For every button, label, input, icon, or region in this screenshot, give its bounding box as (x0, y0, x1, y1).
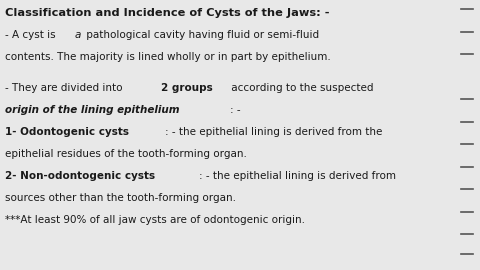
Text: pathological cavity having fluid or semi-fluid: pathological cavity having fluid or semi… (83, 30, 319, 40)
Text: ***At least 90% of all jaw cysts are of odontogenic origin.: ***At least 90% of all jaw cysts are of … (5, 215, 305, 225)
Text: according to the suspected: according to the suspected (228, 83, 373, 93)
Text: - A cyst is: - A cyst is (5, 30, 59, 40)
Text: a: a (74, 30, 81, 40)
Text: 1- Odontogenic cysts: 1- Odontogenic cysts (5, 127, 129, 137)
Text: : - the epithelial lining is derived from the: : - the epithelial lining is derived fro… (165, 127, 383, 137)
Text: origin of the lining epithelium: origin of the lining epithelium (5, 105, 180, 115)
Text: epithelial residues of the tooth-forming organ.: epithelial residues of the tooth-forming… (5, 149, 247, 159)
Text: 2 groups: 2 groups (161, 83, 213, 93)
Text: : - the epithelial lining is derived from: : - the epithelial lining is derived fro… (199, 171, 396, 181)
Text: sources other than the tooth-forming organ.: sources other than the tooth-forming org… (5, 193, 236, 203)
Text: Classification and Incidence of Cysts of the Jaws: -: Classification and Incidence of Cysts of… (5, 8, 329, 18)
Text: contents. The majority is lined wholly or in part by epithelium.: contents. The majority is lined wholly o… (5, 52, 331, 62)
Text: : -: : - (230, 105, 241, 115)
Text: 2- Non-odontogenic cysts: 2- Non-odontogenic cysts (5, 171, 155, 181)
Text: - They are divided into: - They are divided into (5, 83, 126, 93)
